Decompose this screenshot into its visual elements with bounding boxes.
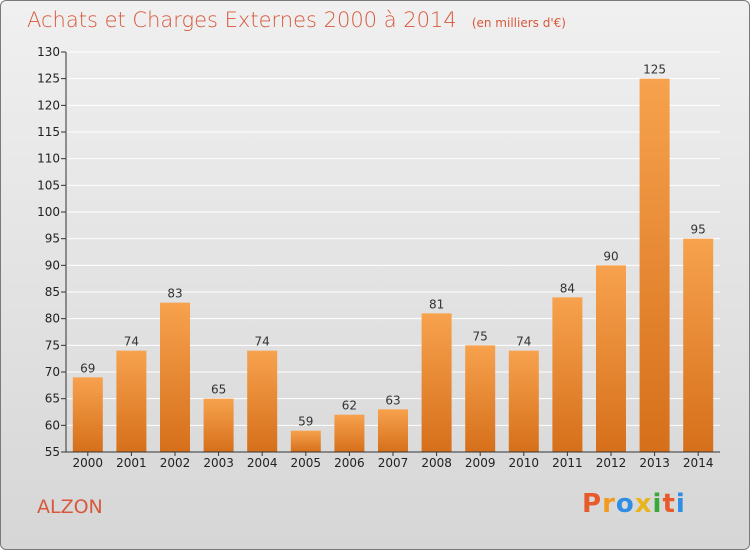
y-tick-label: 85 bbox=[45, 285, 60, 299]
x-tick-label: 2001 bbox=[116, 456, 147, 470]
y-tick-label: 75 bbox=[45, 338, 60, 352]
bar bbox=[378, 409, 408, 452]
logo-letter: i bbox=[652, 489, 663, 519]
x-tick-label: 2014 bbox=[683, 456, 714, 470]
y-tick-label: 105 bbox=[37, 178, 60, 192]
bar bbox=[552, 297, 583, 452]
bar-value-label: 59 bbox=[298, 415, 313, 429]
x-tick-label: 2007 bbox=[378, 456, 409, 470]
y-tick-label: 125 bbox=[37, 72, 60, 86]
x-tick-label: 2011 bbox=[552, 456, 583, 470]
bar-value-label: 65 bbox=[211, 383, 226, 397]
x-tick-label: 2006 bbox=[334, 456, 365, 470]
bar-value-label: 63 bbox=[385, 393, 400, 407]
commune-name: ALZON bbox=[37, 496, 103, 518]
bar bbox=[72, 377, 103, 452]
bars bbox=[72, 78, 714, 453]
logo-letter: i bbox=[675, 489, 686, 519]
bar bbox=[596, 265, 626, 452]
x-tick-label: 2008 bbox=[421, 456, 452, 470]
y-tick-label: 120 bbox=[37, 98, 60, 112]
y-tick-label: 100 bbox=[37, 205, 60, 219]
bar-value-label: 74 bbox=[124, 335, 139, 349]
logo-letter: P bbox=[582, 489, 603, 519]
x-tick-label: 2002 bbox=[160, 456, 191, 470]
y-tick-label: 90 bbox=[45, 258, 60, 272]
x-tick-label: 2013 bbox=[639, 456, 670, 470]
bar bbox=[465, 345, 496, 452]
bar-value-label: 125 bbox=[643, 63, 666, 77]
y-tick-label: 65 bbox=[45, 392, 60, 406]
bar bbox=[683, 238, 714, 452]
bar bbox=[639, 78, 670, 453]
y-tick-label: 115 bbox=[37, 125, 60, 139]
bar bbox=[116, 350, 147, 452]
y-tick-label: 60 bbox=[45, 418, 60, 432]
y-tick-label: 130 bbox=[37, 45, 60, 59]
logo-letter: o bbox=[615, 489, 635, 519]
bar bbox=[160, 302, 190, 452]
bar bbox=[421, 313, 452, 452]
logo-letter: t bbox=[662, 489, 676, 519]
bar-value-label: 81 bbox=[429, 297, 444, 311]
title-unit: (en milliers d'€) bbox=[471, 16, 566, 30]
logo-letter: r bbox=[602, 489, 616, 519]
title-main: Achats et Charges Externes 2000 à 2014 bbox=[27, 8, 457, 32]
bar-value-label: 75 bbox=[473, 329, 488, 343]
bar-value-label: 62 bbox=[342, 399, 357, 413]
bar bbox=[508, 350, 539, 452]
bar-value-label: 69 bbox=[80, 361, 95, 375]
logo-letter: x bbox=[634, 489, 653, 519]
y-tick-label: 70 bbox=[45, 365, 60, 379]
x-tick-label: 2004 bbox=[247, 456, 278, 470]
bar-value-label: 90 bbox=[603, 249, 618, 263]
x-tick-label: 2000 bbox=[73, 456, 104, 470]
x-tick-labels: 2000 2001 2002 2003 2004 2005 2006 2007 2008 2009… bbox=[73, 452, 714, 470]
x-tick-label: 2012 bbox=[596, 456, 627, 470]
chart-title: Achats et Charges Externes 2000 à 2014 (… bbox=[27, 8, 566, 32]
bar bbox=[334, 414, 365, 452]
y-tick-label: 110 bbox=[37, 152, 60, 166]
bar-value-label: 95 bbox=[691, 223, 706, 237]
y-tick-labels: 55 60 65 70 75 80 85 90 95 100 105 110 115 120 125 130 bbox=[37, 45, 60, 459]
bar bbox=[203, 398, 234, 452]
y-tick-label: 95 bbox=[45, 232, 60, 246]
y-tick-label: 80 bbox=[45, 312, 60, 326]
bar-value-label: 74 bbox=[516, 335, 531, 349]
x-tick-label: 2010 bbox=[509, 456, 540, 470]
bar-value-label: 84 bbox=[560, 281, 575, 295]
bar bbox=[247, 350, 278, 452]
bar-value-label: 74 bbox=[255, 335, 270, 349]
bar-value-label: 83 bbox=[167, 287, 182, 301]
x-tick-label: 2003 bbox=[203, 456, 234, 470]
bar-value-labels: 69 74 83 65 74 59 62 63 81 75 74 84 90 125 95 bbox=[80, 63, 706, 429]
y-tick-label: 55 bbox=[45, 445, 60, 459]
x-tick-label: 2005 bbox=[291, 456, 322, 470]
bar bbox=[290, 430, 321, 452]
x-tick-label: 2009 bbox=[465, 456, 496, 470]
proxiti-logo: Proxiti bbox=[582, 489, 686, 519]
